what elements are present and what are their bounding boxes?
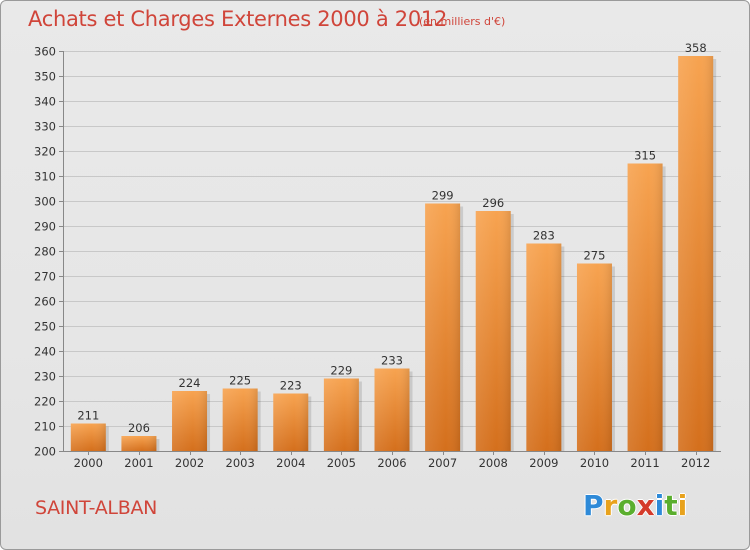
y-tick-label: 290 xyxy=(34,220,56,234)
x-tick-label: 2001 xyxy=(124,456,153,470)
x-tick-label: 2012 xyxy=(681,456,710,470)
data-label: 211 xyxy=(77,409,99,423)
y-tick-label: 200 xyxy=(34,445,56,459)
data-label: 233 xyxy=(381,354,403,368)
y-tick-label: 210 xyxy=(34,420,56,434)
bar-shade xyxy=(222,388,258,451)
logo-letter: o xyxy=(617,489,637,522)
bar-shade xyxy=(678,56,714,451)
city-name: SAINT-ALBAN xyxy=(35,497,158,519)
y-tick-label: 230 xyxy=(34,370,56,384)
bar-shade xyxy=(576,263,612,451)
bar-shade xyxy=(121,436,157,451)
logo-letter: i xyxy=(654,489,665,522)
y-tick-label: 280 xyxy=(34,245,56,259)
x-tick-label: 2011 xyxy=(630,456,659,470)
y-tick-label: 250 xyxy=(34,320,56,334)
y-tick-label: 270 xyxy=(34,270,56,284)
data-label: 275 xyxy=(583,249,605,263)
bar-shade xyxy=(273,393,309,451)
bar-shade xyxy=(374,368,410,451)
x-tick-label: 2009 xyxy=(529,456,558,470)
y-tick-label: 260 xyxy=(34,295,56,309)
data-label: 225 xyxy=(229,374,251,388)
axis-layer: 200 210 220 230 240 250 260 270 280 290 300 310 320 3… xyxy=(34,45,721,459)
data-label: 223 xyxy=(280,379,302,393)
y-tick-label: 350 xyxy=(34,70,56,84)
logo-letter: x xyxy=(636,489,655,522)
y-tick-label: 300 xyxy=(34,195,56,209)
y-tick-label: 340 xyxy=(34,95,56,109)
y-tick-label: 360 xyxy=(34,45,56,59)
bar-shade xyxy=(172,391,208,451)
chart-subtitle: (en milliers d'€) xyxy=(419,15,506,28)
y-tick-label: 220 xyxy=(34,395,56,409)
x-tick-label: 2006 xyxy=(377,456,406,470)
y-tick-label: 240 xyxy=(34,345,56,359)
x-tick-label: 2008 xyxy=(479,456,508,470)
bar-shade xyxy=(475,211,511,451)
y-tick-label: 330 xyxy=(34,120,56,134)
y-tick-label: 320 xyxy=(34,145,56,159)
data-label: 283 xyxy=(533,229,555,243)
logo-letter: r xyxy=(603,489,618,522)
y-tick-label: 310 xyxy=(34,170,56,184)
data-label: 358 xyxy=(685,41,707,55)
proxiti-logo: Proxiti xyxy=(583,489,687,522)
logo-letter: i xyxy=(677,489,688,522)
chart-title: Achats et Charges Externes 2000 à 2012 xyxy=(28,7,448,31)
x-tick-label: 2010 xyxy=(580,456,609,470)
data-label: 229 xyxy=(330,364,352,378)
x-tick-label: 2004 xyxy=(276,456,305,470)
x-tick-label: 2005 xyxy=(327,456,356,470)
label-layer: 211 2000 206 2001 224 2002 225 2003 223 2004 229 20… xyxy=(74,41,711,470)
logo-letter: P xyxy=(583,489,604,522)
bar-shade xyxy=(323,378,359,451)
x-tick-label: 2003 xyxy=(226,456,255,470)
data-label: 315 xyxy=(634,149,656,163)
logo-letter: t xyxy=(664,489,678,522)
bar-shade xyxy=(70,423,106,451)
x-tick-label: 2002 xyxy=(175,456,204,470)
x-tick-label: 2000 xyxy=(74,456,103,470)
data-label: 296 xyxy=(482,196,504,210)
data-label: 299 xyxy=(432,189,454,203)
data-label: 224 xyxy=(179,376,201,390)
bar-layer xyxy=(70,56,717,451)
bar-shade xyxy=(627,163,663,451)
bar-shade xyxy=(425,203,461,451)
data-label: 206 xyxy=(128,421,150,435)
bar-shade xyxy=(526,243,562,451)
x-tick-label: 2007 xyxy=(428,456,457,470)
